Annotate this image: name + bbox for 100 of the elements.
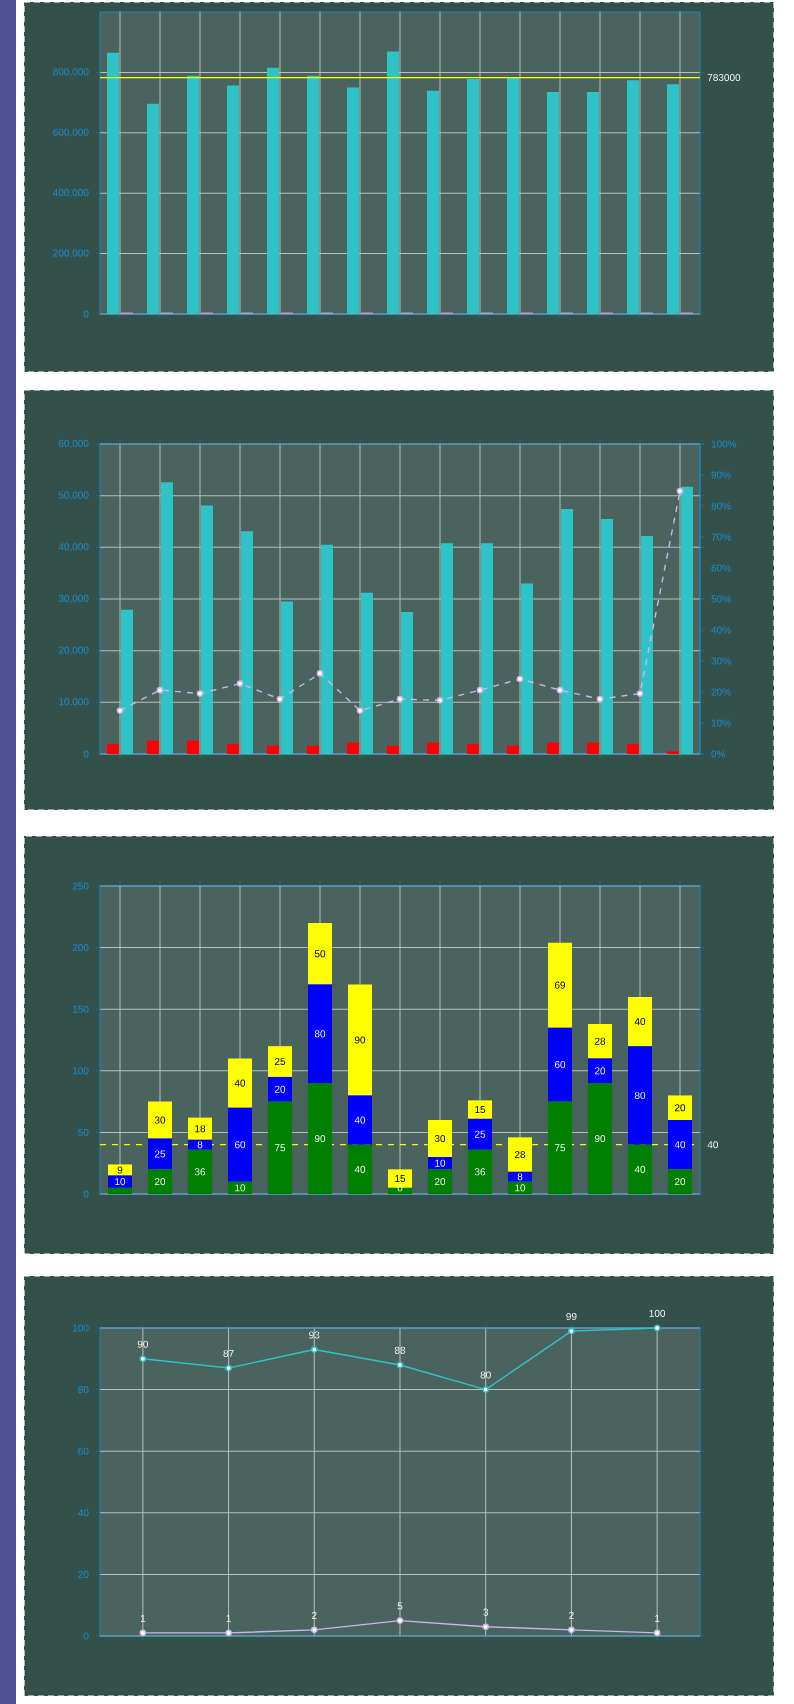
- bar: [507, 77, 519, 314]
- point: [653, 1324, 661, 1332]
- point: [196, 690, 204, 697]
- point: [396, 695, 404, 703]
- bar: [601, 518, 613, 754]
- bar: [387, 745, 399, 754]
- bar: [401, 611, 413, 754]
- bar: [348, 1095, 372, 1145]
- bar: [508, 1181, 533, 1194]
- bar: [308, 984, 332, 1084]
- bar: [281, 601, 293, 754]
- bar: [507, 745, 520, 754]
- bar: [468, 1100, 493, 1119]
- point: [396, 1617, 404, 1624]
- bar: [481, 543, 493, 754]
- point: [316, 670, 324, 677]
- bar: [387, 51, 399, 314]
- point: [482, 1623, 489, 1631]
- bar: [308, 1083, 332, 1194]
- bar: [148, 1101, 172, 1139]
- bar: [241, 531, 253, 754]
- bar: [547, 742, 560, 754]
- bar: [427, 90, 439, 314]
- point: [596, 695, 604, 703]
- bar: [187, 75, 199, 314]
- bar: [641, 535, 653, 754]
- bar: [227, 744, 239, 754]
- point: [436, 697, 444, 704]
- bar: [268, 1101, 292, 1194]
- bar: [681, 486, 694, 754]
- bar: [628, 996, 652, 1047]
- point: [156, 686, 164, 694]
- bar: [547, 92, 559, 314]
- point: [556, 686, 564, 694]
- bar: [147, 740, 159, 754]
- bar: [121, 609, 133, 754]
- point: [225, 1629, 232, 1637]
- bar: [307, 745, 319, 754]
- bar: [627, 80, 639, 314]
- bar: [188, 1149, 212, 1194]
- bar: [441, 543, 453, 754]
- bar: [428, 1169, 453, 1194]
- bar: [668, 1095, 692, 1121]
- bar: [468, 1149, 493, 1194]
- bar: [228, 1181, 252, 1194]
- point: [396, 1361, 404, 1369]
- point: [653, 1629, 661, 1637]
- bar: [627, 744, 640, 754]
- point: [310, 1626, 318, 1634]
- bar: [147, 103, 159, 314]
- bar: [667, 84, 679, 314]
- bar: [347, 742, 359, 754]
- bar: [548, 942, 572, 1028]
- bar: [588, 1083, 612, 1194]
- point: [636, 690, 644, 697]
- point: [476, 686, 484, 694]
- point: [356, 707, 364, 714]
- bar: [188, 1117, 212, 1140]
- bar: [587, 92, 599, 314]
- bar: [467, 744, 479, 754]
- bar: [347, 87, 359, 314]
- bar: [467, 79, 479, 314]
- bar: [107, 744, 119, 754]
- bar: [348, 1144, 372, 1194]
- bar: [348, 984, 372, 1096]
- bar: [108, 1164, 132, 1176]
- bar: [361, 592, 373, 754]
- point: [116, 707, 124, 714]
- bar: [161, 482, 173, 754]
- bar: [228, 1058, 252, 1108]
- bar: [308, 922, 332, 985]
- bar: [508, 1171, 533, 1182]
- point: [516, 675, 524, 683]
- point: [482, 1386, 489, 1393]
- bar: [107, 52, 119, 314]
- bar: [267, 67, 279, 314]
- point: [276, 695, 284, 703]
- bar: [628, 1144, 652, 1194]
- bar: [548, 1027, 572, 1102]
- point: [236, 680, 244, 687]
- point: [225, 1364, 232, 1372]
- bar: [201, 505, 214, 754]
- bar: [267, 745, 279, 754]
- point: [676, 487, 684, 495]
- point: [310, 1346, 318, 1353]
- bar: [628, 1046, 652, 1145]
- bar: [468, 1118, 493, 1150]
- point: [568, 1327, 575, 1335]
- point: [568, 1626, 575, 1634]
- bar: [148, 1138, 172, 1170]
- bar: [187, 740, 199, 754]
- bar: [588, 1058, 612, 1084]
- bar: [588, 1023, 612, 1059]
- bar: [668, 1169, 692, 1194]
- bar: [668, 1120, 692, 1170]
- bar: [561, 509, 573, 754]
- bar: [388, 1169, 412, 1188]
- bar: [108, 1187, 132, 1194]
- bar: [521, 583, 533, 754]
- bar: [307, 75, 319, 314]
